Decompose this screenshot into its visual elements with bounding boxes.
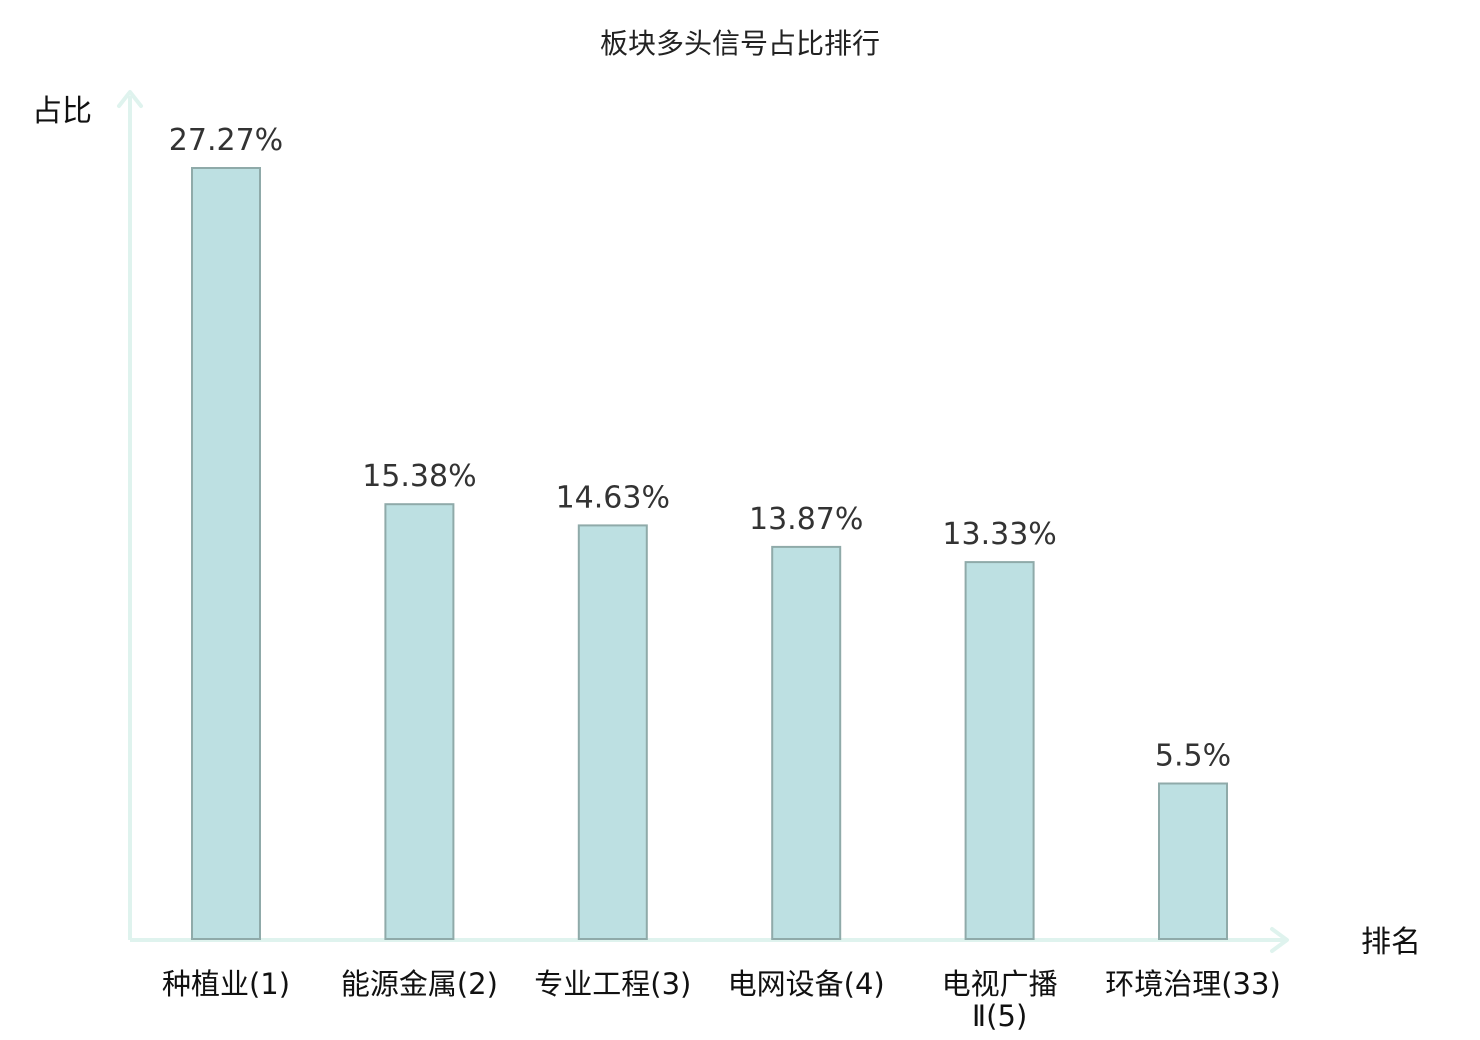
tick-label-line: Ⅱ(5) bbox=[972, 999, 1027, 1033]
value-labels-group: 27.27% 15.38% 14.63% 13.87% 13.33% 5.5% bbox=[169, 123, 1231, 774]
bar-2 bbox=[384, 503, 455, 940]
tick-label-line: 电视广播 bbox=[942, 967, 1058, 1001]
tick-label-line: 专业工程(3) bbox=[534, 967, 691, 1001]
value-label-2: 15.38% bbox=[362, 459, 476, 494]
tick-label-line: 能源金属(2) bbox=[341, 967, 498, 1001]
tick-label-5: 电视广播 Ⅱ(5) bbox=[942, 967, 1058, 1033]
tick-labels-group: 种植业(1) 能源金属(2) 专业工程(3) 电网设备(4) 电视广播 Ⅱ(5) 环境治理(… bbox=[162, 967, 1281, 1033]
y-axis-label: 占比 bbox=[32, 94, 92, 129]
bar-3 bbox=[577, 524, 648, 941]
tick-label-2: 能源金属(2) bbox=[341, 967, 498, 1001]
y-axis-arrow bbox=[117, 90, 143, 108]
value-label-3: 14.63% bbox=[556, 480, 670, 515]
tick-label-1: 种植业(1) bbox=[162, 967, 290, 1001]
tick-label-6: 环境治理(33) bbox=[1105, 967, 1281, 1001]
value-label-1: 27.27% bbox=[169, 123, 283, 158]
x-axis-label: 排名 bbox=[1361, 925, 1421, 960]
value-label-5: 13.33% bbox=[942, 517, 1056, 552]
tick-label-line: 电网设备(4) bbox=[728, 967, 885, 1001]
bar-5 bbox=[964, 561, 1035, 940]
tick-label-4: 电网设备(4) bbox=[728, 967, 885, 1001]
tick-label-line: 环境治理(33) bbox=[1105, 967, 1281, 1001]
axes bbox=[117, 90, 1289, 953]
bar-1 bbox=[191, 167, 261, 940]
tick-label-line: 种植业(1) bbox=[162, 967, 290, 1001]
tick-label-3: 专业工程(3) bbox=[534, 967, 691, 1001]
value-label-6: 5.5% bbox=[1155, 739, 1231, 774]
bar-6 bbox=[1158, 782, 1228, 940]
bar-4 bbox=[771, 545, 842, 941]
chart-title: 板块多头信号占比排行 bbox=[600, 27, 880, 60]
value-label-4: 13.87% bbox=[749, 502, 863, 537]
bars-group bbox=[191, 167, 1228, 941]
x-axis-arrow bbox=[1270, 927, 1289, 953]
